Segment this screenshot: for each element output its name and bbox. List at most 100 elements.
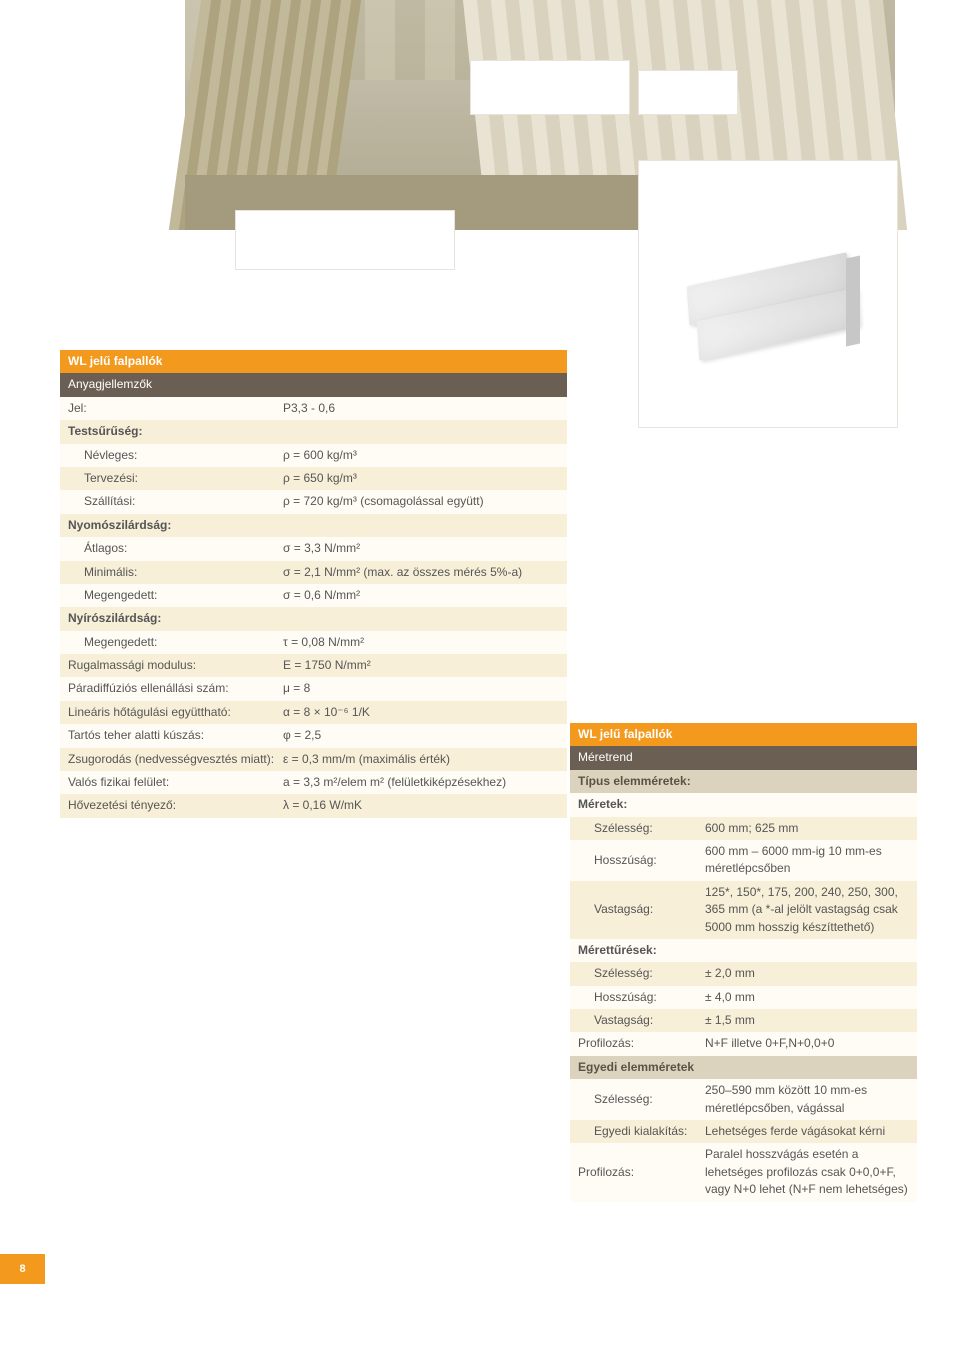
table-title: WL jelű falpallók: [60, 350, 567, 373]
property-value: σ = 2,1 N/mm² (max. az összes mérés 5%-a…: [283, 564, 559, 581]
table-row: Páradiffúziós ellenállási szám:μ = 8: [60, 677, 567, 700]
text: Méretrend: [578, 749, 909, 766]
table-row: Átlagos:σ = 3,3 N/mm²: [60, 537, 567, 560]
table-row: Nyírószilárdság:: [60, 607, 567, 630]
text: WL jelű falpallók: [68, 353, 559, 370]
property-value: a = 3,3 m²/elem m² (felületkiképzésekhez…: [283, 774, 559, 791]
property-label: Zsugorodás (nedvességvesztés miatt):: [68, 751, 283, 768]
property-label: Nyírószilárdság:: [68, 610, 559, 627]
property-label: Vastagság:: [578, 901, 705, 918]
property-label: Profilozás:: [578, 1164, 705, 1181]
material-properties-table: WL jelű falpallók Anyagjellemzők Jel:P3,…: [60, 350, 567, 818]
property-label: Valós fizikai felület:: [68, 774, 283, 791]
property-value: ρ = 650 kg/m³: [283, 470, 559, 487]
property-value: 600 mm – 6000 mm-ig 10 mm-es méretlépcső…: [705, 843, 909, 878]
property-label: Megengedett:: [68, 634, 283, 651]
property-label: Szállítási:: [68, 493, 283, 510]
callout-box: [235, 210, 455, 270]
property-label: Lineáris hőtágulási együttható:: [68, 704, 283, 721]
product-image-box: [638, 160, 898, 428]
table-row: Szélesség:250–590 mm között 10 mm-es mér…: [570, 1079, 917, 1120]
property-label: Szélesség:: [578, 1091, 705, 1108]
table-row: Nyomószilárdság:: [60, 514, 567, 537]
property-label: Rugalmassági modulus:: [68, 657, 283, 674]
table-row: Szélesség:600 mm; 625 mm: [570, 817, 917, 840]
property-value: E = 1750 N/mm²: [283, 657, 559, 674]
table-row: Szállítási:ρ = 720 kg/m³ (csomagolással …: [60, 490, 567, 513]
table-row: Hosszúság:± 4,0 mm: [570, 986, 917, 1009]
property-label: Megengedett:: [68, 587, 283, 604]
property-label: Hővezetési tényező:: [68, 797, 283, 814]
property-value: φ = 2,5: [283, 727, 559, 744]
table-row: Méretek:: [570, 793, 917, 816]
property-value: σ = 3,3 N/mm²: [283, 540, 559, 557]
property-value: P3,3 - 0,6: [283, 400, 559, 417]
text: Anyagjellemzők: [68, 376, 559, 393]
table-row: Vastagság:125*, 150*, 175, 200, 240, 250…: [570, 881, 917, 939]
table-row: Jel:P3,3 - 0,6: [60, 397, 567, 420]
property-label: Vastagság:: [578, 1012, 705, 1029]
property-label: Méretek:: [578, 796, 909, 813]
table-row: Testsűrűség:: [60, 420, 567, 443]
property-label: Típus elemméretek:: [578, 773, 909, 790]
property-value: ρ = 600 kg/m³: [283, 447, 559, 464]
table-row: Típus elemméretek:: [570, 770, 917, 793]
property-value: λ = 0,16 W/mK: [283, 797, 559, 814]
property-label: Hosszúság:: [578, 852, 705, 869]
property-value: ε = 0,3 mm/m (maximális érték): [283, 751, 559, 768]
property-label: Egyedi elemméretek: [578, 1059, 909, 1076]
table-row: Egyedi kialakítás:Lehetséges ferde vágás…: [570, 1120, 917, 1143]
property-label: Átlagos:: [68, 540, 283, 557]
property-value: σ = 0,6 N/mm²: [283, 587, 559, 604]
property-label: Szélesség:: [578, 820, 705, 837]
property-value: τ = 0,08 N/mm²: [283, 634, 559, 651]
table-row: Vastagság:± 1,5 mm: [570, 1009, 917, 1032]
page-number: 8: [0, 1254, 45, 1284]
table-row: Megengedett:τ = 0,08 N/mm²: [60, 631, 567, 654]
property-label: Szélesség:: [578, 965, 705, 982]
text: WL jelű falpallók: [578, 726, 909, 743]
table-row: Zsugorodás (nedvességvesztés miatt):ε = …: [60, 748, 567, 771]
table-row: Lineáris hőtágulási együttható:α = 8 × 1…: [60, 701, 567, 724]
property-label: Minimális:: [68, 564, 283, 581]
property-value: ± 1,5 mm: [705, 1012, 909, 1029]
table-row: Szélesség:± 2,0 mm: [570, 962, 917, 985]
text: 8: [19, 1263, 25, 1275]
table-row: Mérettűrések:: [570, 939, 917, 962]
property-value: 600 mm; 625 mm: [705, 820, 909, 837]
table-row: Hosszúság:600 mm – 6000 mm-ig 10 mm-es m…: [570, 840, 917, 881]
table-title: WL jelű falpallók: [570, 723, 917, 746]
property-label: Testsűrűség:: [68, 423, 559, 440]
property-label: Nyomószilárdság:: [68, 517, 559, 534]
property-value: α = 8 × 10⁻⁶ 1/K: [283, 704, 559, 721]
property-label: Hosszúság:: [578, 989, 705, 1006]
table-row: Valós fizikai felület:a = 3,3 m²/elem m²…: [60, 771, 567, 794]
table-row: Profilozás:Paralel hosszvágás esetén a l…: [570, 1143, 917, 1201]
property-label: Egyedi kialakítás:: [578, 1123, 705, 1140]
dimensions-table: WL jelű falpallók Méretrend Típus elemmé…: [570, 723, 917, 1202]
table-row: Tervezési:ρ = 650 kg/m³: [60, 467, 567, 490]
table-row: Egyedi elemméretek: [570, 1056, 917, 1079]
callout-box: [638, 70, 738, 115]
property-label: Tartós teher alatti kúszás:: [68, 727, 283, 744]
property-value: Paralel hosszvágás esetén a lehetséges p…: [705, 1146, 909, 1198]
property-value: 250–590 mm között 10 mm-es méretlépcsőbe…: [705, 1082, 909, 1117]
property-label: Tervezési:: [68, 470, 283, 487]
section-header: Méretrend: [570, 746, 917, 769]
table-row: Hővezetési tényező:λ = 0,16 W/mK: [60, 794, 567, 817]
callout-box: [470, 60, 630, 115]
property-label: Páradiffúziós ellenállási szám:: [68, 680, 283, 697]
property-value: N+F illetve 0+F,N+0,0+0: [705, 1035, 909, 1052]
property-value: Lehetséges ferde vágásokat kérni: [705, 1123, 909, 1140]
table-row: Rugalmassági modulus:E = 1750 N/mm²: [60, 654, 567, 677]
table-row: Tartós teher alatti kúszás:φ = 2,5: [60, 724, 567, 747]
table-row: Névleges:ρ = 600 kg/m³: [60, 444, 567, 467]
property-label: Mérettűrések:: [578, 942, 909, 959]
property-value: ρ = 720 kg/m³ (csomagolással együtt): [283, 493, 559, 510]
section-header: Anyagjellemzők: [60, 373, 567, 396]
table-row: Minimális:σ = 2,1 N/mm² (max. az összes …: [60, 561, 567, 584]
property-label: Névleges:: [68, 447, 283, 464]
property-value: ± 2,0 mm: [705, 965, 909, 982]
property-label: Jel:: [68, 400, 283, 417]
property-value: ± 4,0 mm: [705, 989, 909, 1006]
